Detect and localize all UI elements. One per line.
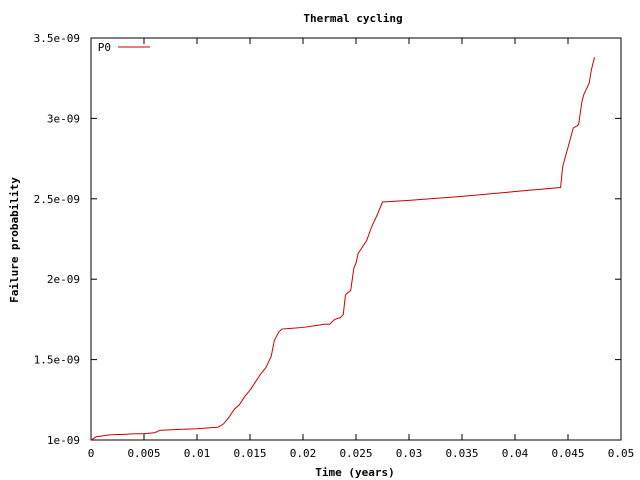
y-axis-label: Failure probability: [8, 177, 21, 303]
x-tick-label: 0.03: [396, 447, 423, 460]
x-tick-label: 0.02: [290, 447, 317, 460]
y-tick-label: 2.5e-09: [34, 193, 80, 206]
y-tick-label: 3.5e-09: [34, 32, 80, 45]
x-axis-label: Time (years): [315, 466, 394, 479]
y-tick-label: 1e-09: [47, 434, 80, 447]
x-tick-label: 0.035: [445, 447, 478, 460]
x-tick-label: 0.005: [127, 447, 160, 460]
y-axis-ticks: 1e-09 1.5e-09 2e-09 2.5e-09 3e-09 3.5e-09: [34, 32, 621, 447]
y-tick-label: 2e-09: [47, 273, 80, 286]
legend-label: P0: [98, 41, 111, 54]
chart-title: Thermal cycling: [303, 12, 402, 25]
x-axis-ticks: 0 0.005 0.01 0.015 0.02 0.025 0.03 0.035 0.04 0.0…: [88, 38, 635, 460]
y-tick-label: 1.5e-09: [34, 354, 80, 367]
x-tick-label: 0.045: [551, 447, 584, 460]
x-tick-label: 0.01: [184, 447, 211, 460]
series-layer: [90, 57, 595, 441]
x-tick-label: 0.04: [502, 447, 529, 460]
x-tick-label: 0.05: [608, 447, 635, 460]
plot-area-border: [90, 37, 622, 441]
x-tick-label: 0.015: [233, 447, 266, 460]
x-tick-label: 0.025: [339, 447, 372, 460]
series-line-p0: [90, 57, 595, 441]
legend: P0: [98, 41, 150, 54]
x-tick-label: 0: [88, 447, 95, 460]
y-tick-label: 3e-09: [47, 112, 80, 125]
